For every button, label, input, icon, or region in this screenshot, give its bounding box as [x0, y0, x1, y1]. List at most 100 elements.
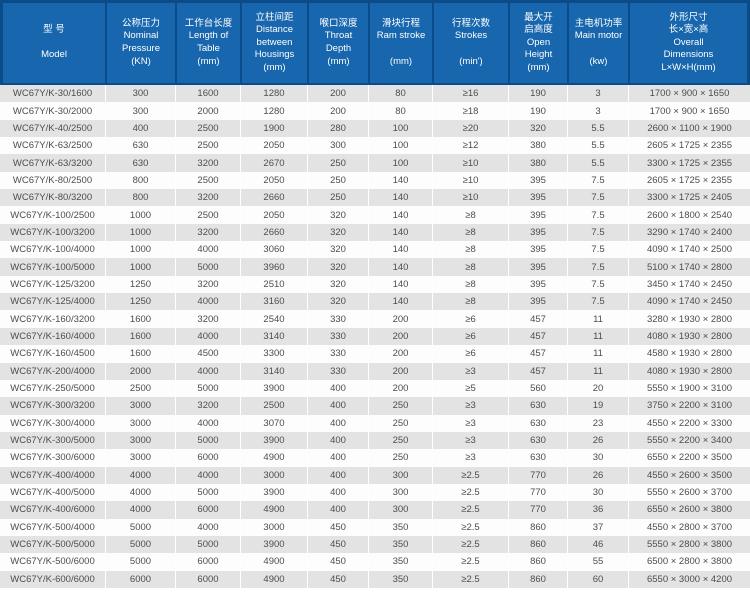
value-cell: 4090 × 1740 × 2500 [628, 241, 750, 259]
value-cell: 4000 [175, 414, 240, 432]
value-cell: 250 [368, 397, 432, 415]
value-cell: 395 [508, 223, 567, 242]
model-cell: WC67Y/K-200/4000 [0, 362, 105, 380]
value-cell: 2050 [240, 206, 307, 224]
value-cell: 1000 [105, 223, 175, 242]
value-cell: 350 [368, 518, 432, 536]
value-cell: ≥2.5 [432, 483, 508, 502]
value-cell: 7.5 [567, 293, 628, 311]
value-cell: 3900 [240, 431, 307, 450]
value-cell: 1600 [105, 310, 175, 328]
value-cell: 400 [307, 501, 368, 519]
value-cell: 11 [567, 362, 628, 380]
col-header-strokes: 行程次数 Strokes (min') [432, 0, 508, 85]
value-cell: 4090 × 1740 × 2450 [628, 293, 750, 311]
value-cell: 1280 [240, 102, 307, 120]
value-cell: 3000 [105, 397, 175, 415]
value-cell: 300 [105, 85, 175, 103]
value-cell: ≥3 [432, 362, 508, 380]
value-cell: 6000 [175, 553, 240, 571]
value-cell: 23 [567, 414, 628, 432]
value-cell: 30 [567, 449, 628, 467]
value-cell: 400 [307, 397, 368, 415]
value-cell: 320 [307, 206, 368, 224]
model-cell: WC67Y/K-100/2500 [0, 206, 105, 224]
value-cell: 4000 [175, 466, 240, 484]
value-cell: ≥8 [432, 241, 508, 259]
value-cell: 5000 [175, 535, 240, 554]
value-cell: 395 [508, 275, 567, 294]
value-cell: 457 [508, 345, 567, 363]
value-cell: 3750 × 2200 × 3100 [628, 397, 750, 415]
value-cell: 300 [368, 501, 432, 519]
model-cell: WC67Y/K-160/3200 [0, 310, 105, 328]
value-cell: 190 [508, 85, 567, 103]
value-cell: 395 [508, 241, 567, 259]
value-cell: 450 [307, 518, 368, 536]
value-cell: 4000 [175, 327, 240, 346]
value-cell: 630 [508, 449, 567, 467]
value-cell: ≥6 [432, 310, 508, 328]
value-cell: 5000 [105, 553, 175, 571]
value-cell: 6550 × 2200 × 3500 [628, 449, 750, 467]
value-cell: ≥10 [432, 189, 508, 207]
value-cell: 3200 [175, 310, 240, 328]
table-row: WC67Y/K-160/3200 1600 3200 2540 330 200 ≥6 457 1… [0, 310, 750, 328]
value-cell: 395 [508, 206, 567, 224]
value-cell: 4000 [105, 501, 175, 519]
value-cell: 200 [368, 379, 432, 398]
model-cell: WC67Y/K-80/2500 [0, 171, 105, 190]
model-cell: WC67Y/K-300/4000 [0, 414, 105, 432]
value-cell: 330 [307, 310, 368, 328]
value-cell: ≥2.5 [432, 501, 508, 519]
value-cell: 100 [368, 119, 432, 138]
value-cell: 5550 × 2600 × 3700 [628, 483, 750, 502]
value-cell: 4000 [175, 362, 240, 380]
table-row: WC67Y/K-160/4500 1600 4500 3300 330 200 ≥6 457 1… [0, 345, 750, 363]
table-row: WC67Y/K-100/2500 1000 2500 2050 320 140 ≥8 395 7… [0, 206, 750, 224]
value-cell: 457 [508, 310, 567, 328]
value-cell: 5000 [175, 483, 240, 502]
value-cell: ≥8 [432, 223, 508, 242]
table-row: WC67Y/K-40/2500 400 2500 1900 280 100 ≥20 320 5.… [0, 119, 750, 138]
value-cell: 2000 [175, 102, 240, 120]
value-cell: 2500 [175, 119, 240, 138]
model-cell: WC67Y/K-500/4000 [0, 518, 105, 536]
value-cell: 3200 [175, 189, 240, 207]
value-cell: 37 [567, 518, 628, 536]
value-cell: 3000 [240, 466, 307, 484]
value-cell: 770 [508, 483, 567, 502]
value-cell: 3200 [175, 397, 240, 415]
model-cell: WC67Y/K-30/1600 [0, 85, 105, 103]
value-cell: 400 [307, 449, 368, 467]
value-cell: ≥16 [432, 85, 508, 103]
value-cell: 560 [508, 379, 567, 398]
value-cell: 5000 [105, 535, 175, 554]
value-cell: 1280 [240, 85, 307, 103]
value-cell: 350 [368, 553, 432, 571]
value-cell: 300 [105, 102, 175, 120]
value-cell: 5.5 [567, 137, 628, 155]
value-cell: 140 [368, 171, 432, 190]
model-cell: WC67Y/K-100/4000 [0, 241, 105, 259]
table-row: WC67Y/K-80/2500 800 2500 2050 250 140 ≥10 395 7.… [0, 171, 750, 190]
value-cell: 5.5 [567, 119, 628, 138]
table-row: WC67Y/K-300/3200 3000 3200 2500 400 250 ≥3 630 1… [0, 397, 750, 415]
value-cell: 400 [307, 483, 368, 502]
value-cell: 4000 [175, 241, 240, 259]
value-cell: 3 [567, 85, 628, 103]
value-cell: 395 [508, 258, 567, 276]
value-cell: 6000 [175, 501, 240, 519]
value-cell: 3160 [240, 293, 307, 311]
value-cell: 5550 × 2800 × 3800 [628, 535, 750, 554]
value-cell: 4000 [175, 518, 240, 536]
value-cell: 2500 [175, 206, 240, 224]
value-cell: 11 [567, 327, 628, 346]
value-cell: 4000 [175, 293, 240, 311]
value-cell: 46 [567, 535, 628, 554]
table-row: WC67Y/K-300/5000 3000 5000 3900 400 250 ≥3 630 2… [0, 431, 750, 450]
value-cell: 5550 × 1900 × 3100 [628, 379, 750, 398]
value-cell: 250 [368, 414, 432, 432]
value-cell: 140 [368, 258, 432, 276]
value-cell: 4900 [240, 553, 307, 571]
